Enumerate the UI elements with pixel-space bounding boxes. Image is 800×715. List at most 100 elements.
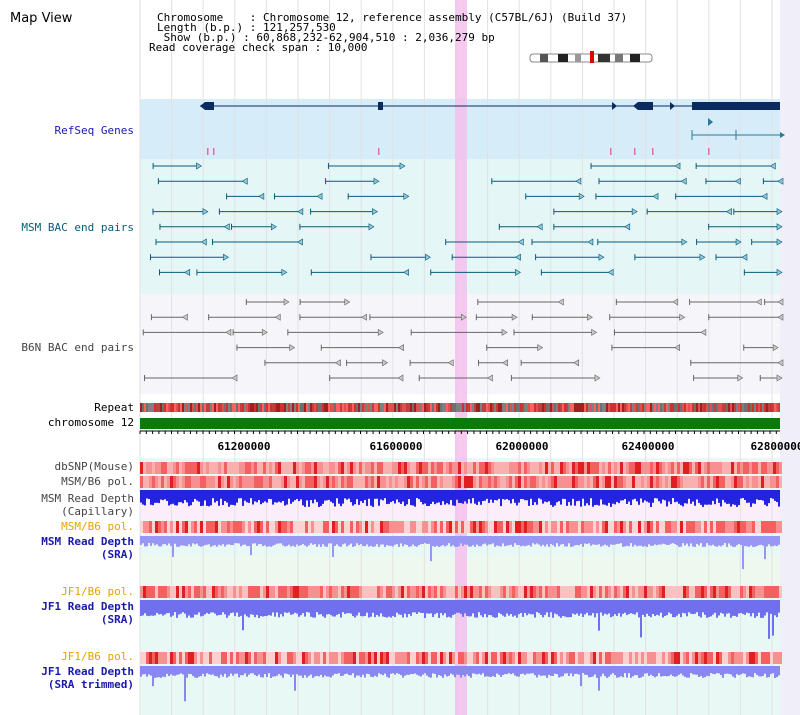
heat-cell <box>302 476 305 488</box>
label-msm-read-depth-sra[interactable]: MSM Read Depth <box>41 535 134 548</box>
bac-end-arrow <box>598 253 605 261</box>
depth-bar <box>158 490 160 504</box>
heat-cell <box>539 586 542 598</box>
jf1-b6-pol-heat-track[interactable] <box>140 586 782 598</box>
heat-cell <box>536 462 539 474</box>
depth-bar <box>764 490 766 505</box>
repeat-cell <box>674 403 676 412</box>
label-msm-b6-pol-2[interactable]: MSM/B6 pol. <box>61 520 134 533</box>
depth-bar <box>638 666 640 678</box>
repeat-cell <box>588 403 590 412</box>
heat-cell <box>734 476 737 488</box>
label-msm-bac[interactable]: MSM BAC end pairs <box>21 221 134 234</box>
depth-bar <box>692 666 694 675</box>
heat-cell <box>635 586 638 598</box>
jf1-read-depth-trimmed-track[interactable] <box>140 666 780 702</box>
depth-bar <box>402 536 404 547</box>
heat-cell <box>626 476 629 488</box>
label-b6n-bac[interactable]: B6N BAC end pairs <box>21 341 134 354</box>
depth-bar <box>538 666 540 675</box>
depth-bar <box>572 490 574 499</box>
heat-cell <box>740 586 743 598</box>
heat-cell <box>506 476 509 488</box>
repeat-cell <box>656 403 658 412</box>
depth-bar <box>154 536 156 546</box>
repeat-cell <box>648 403 650 412</box>
repeat-cell <box>142 403 144 412</box>
depth-bar <box>152 666 154 687</box>
depth-bar <box>584 666 586 675</box>
heat-cell <box>476 462 479 474</box>
dbsnp-heat-track[interactable] <box>140 462 782 474</box>
heat-cell <box>410 521 413 533</box>
repeat-cell <box>508 403 510 412</box>
heat-cell <box>287 462 290 474</box>
depth-bar <box>578 490 580 501</box>
msm-read-depth-sra-track[interactable] <box>140 536 780 570</box>
b6n-bac-track[interactable] <box>142 298 784 382</box>
repeat-cell <box>248 403 250 412</box>
depth-bar <box>414 536 416 547</box>
heat-cell <box>296 462 299 474</box>
refseq-genes-track[interactable] <box>200 102 785 140</box>
heat-cell <box>719 652 722 664</box>
heat-cell <box>485 586 488 598</box>
depth-bar <box>526 490 528 501</box>
label-dbsnp[interactable]: dbSNP(Mouse) <box>55 460 134 473</box>
jf1-read-depth-sra-track[interactable] <box>140 600 780 639</box>
repeat-cell <box>526 403 528 412</box>
depth-bar <box>426 536 428 545</box>
label-jf1-b6-pol-2[interactable]: JF1/B6 pol. <box>61 650 134 663</box>
label-jf1-b6-pol-1[interactable]: JF1/B6 pol. <box>61 585 134 598</box>
heat-cell <box>269 652 272 664</box>
depth-bar <box>518 600 520 615</box>
depth-bar <box>594 490 596 506</box>
msm-b6-pol-heat-track[interactable] <box>140 476 782 488</box>
heat-cell <box>500 586 503 598</box>
jf1-b6-pol2-heat-track[interactable] <box>140 652 782 664</box>
label-jf1-read-depth-trim[interactable]: JF1 Read Depth <box>41 665 134 678</box>
label-msm-read-depth-sra-sub: (SRA) <box>101 548 134 561</box>
depth-bar <box>672 490 674 499</box>
depth-bar <box>302 666 304 678</box>
heat-cell <box>554 476 557 488</box>
heat-cell <box>311 652 314 664</box>
msm-b6-pol2-heat-track[interactable] <box>140 521 782 533</box>
label-msm-b6-pol-1[interactable]: MSM/B6 pol. <box>61 475 134 488</box>
depth-bar <box>748 490 750 503</box>
heat-cell <box>347 462 350 474</box>
repeat-cell <box>268 403 270 412</box>
depth-bar <box>708 666 710 677</box>
msm-bac-track[interactable] <box>149 162 784 276</box>
label-jf1-read-depth-sra[interactable]: JF1 Read Depth <box>41 600 134 613</box>
repeat-cell <box>292 403 294 412</box>
heat-cell <box>719 462 722 474</box>
label-refseq-genes[interactable]: RefSeq Genes <box>55 124 134 137</box>
depth-bar <box>478 490 480 502</box>
repeat-track[interactable] <box>140 403 780 412</box>
depth-bar <box>282 666 284 678</box>
heat-cell <box>302 586 305 598</box>
label-msm-read-depth-cap[interactable]: MSM Read Depth <box>41 492 134 505</box>
heat-cell <box>611 462 614 474</box>
repeat-cell <box>158 403 160 412</box>
depth-bar <box>176 536 178 547</box>
depth-bar <box>452 600 454 616</box>
depth-bar <box>432 536 434 547</box>
depth-bar <box>244 666 246 674</box>
depth-bar <box>434 490 436 505</box>
heat-cell <box>440 652 443 664</box>
heat-cell <box>323 476 326 488</box>
depth-bar <box>374 600 376 618</box>
msm-read-depth-capillary-track[interactable] <box>140 490 780 507</box>
depth-bar <box>538 600 540 614</box>
repeat-cell <box>680 403 682 412</box>
chromosome-bar[interactable] <box>140 418 780 429</box>
heat-cell <box>293 652 296 664</box>
heat-cell <box>362 521 365 533</box>
heat-cell <box>488 586 491 598</box>
chromosome-ideogram[interactable] <box>529 51 653 63</box>
heat-cell <box>452 586 455 598</box>
depth-bar <box>226 666 228 678</box>
